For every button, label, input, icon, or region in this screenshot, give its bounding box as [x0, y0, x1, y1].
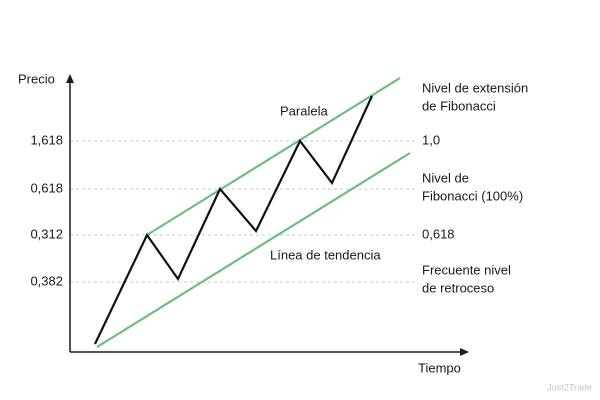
level-label: 0,312 — [30, 226, 63, 241]
right-label: Nivel de extensión — [422, 80, 528, 95]
parallel-line — [146, 77, 401, 236]
level-label: 0,618 — [30, 180, 63, 195]
right-label: Fibonacci (100%) — [422, 188, 523, 203]
level-label: 0,382 — [30, 273, 63, 288]
watermark: Just2Trade — [547, 382, 592, 392]
right-label: Frecuente nivel — [422, 262, 511, 277]
x-axis-label: Tiempo — [418, 360, 461, 375]
level-label: 1,618 — [30, 132, 63, 147]
y-axis-label: Precio — [18, 71, 55, 86]
right-label: Nivel de — [422, 170, 469, 185]
trendline — [96, 152, 411, 348]
price-path — [94, 95, 373, 345]
annotation: Paralela — [280, 103, 328, 118]
axes — [66, 74, 469, 356]
right-label: de retroceso — [422, 280, 494, 295]
right-label: 1,0 — [422, 132, 440, 147]
y-arrow — [66, 74, 74, 83]
annotation: Línea de tendencia — [270, 247, 381, 262]
x-arrow — [460, 348, 469, 356]
right-label: de Fibonacci — [422, 98, 496, 113]
right-label: 0,618 — [422, 226, 455, 241]
